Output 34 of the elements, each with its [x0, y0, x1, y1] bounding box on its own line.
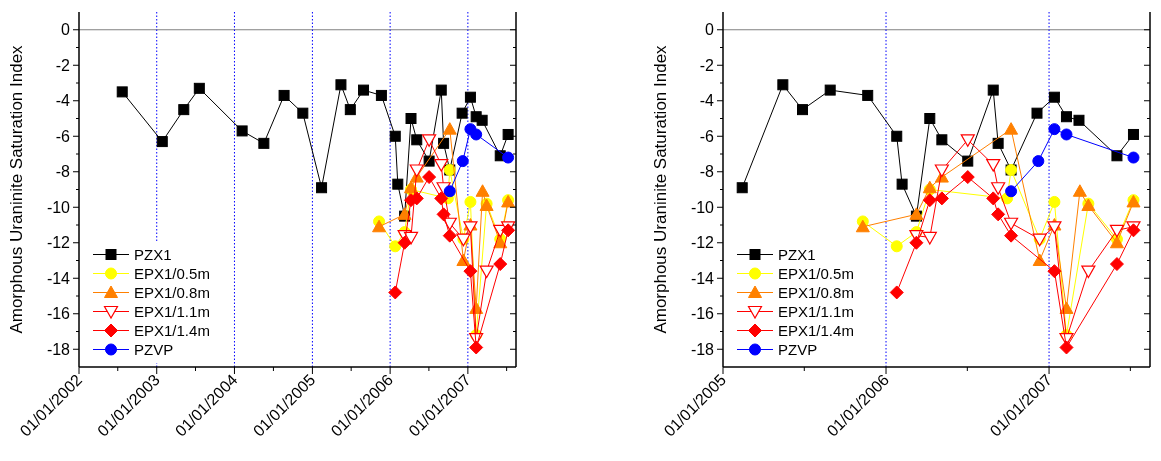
y-tick-label: -10	[46, 198, 71, 216]
legend-label: EPX1/1.4m	[134, 322, 210, 339]
legend-label: EPX1/0.8m	[134, 284, 210, 301]
y-tick-label: -6	[699, 127, 715, 145]
legend-label: PZVP	[778, 341, 818, 358]
y-tick-label: -2	[55, 56, 71, 74]
y-axis-title: Amorphous Uraninite Saturation Index	[7, 44, 26, 334]
y-tick-label: -18	[46, 340, 71, 358]
legend-label: EPX1/0.5m	[778, 265, 854, 282]
y-tick-label: -12	[46, 234, 71, 252]
y-tick-label: -8	[699, 163, 715, 181]
y-tick-label: -10	[690, 198, 715, 216]
y-axis-title: Amorphous Uraninite Saturation Index	[651, 44, 670, 334]
legend-label: PZX1	[778, 246, 816, 263]
y-tick-label: -4	[699, 92, 715, 110]
y-tick-label: -2	[699, 56, 715, 74]
y-tick-label: -4	[55, 92, 71, 110]
legend-label: EPX1/1.1m	[778, 303, 854, 320]
y-tick-label: -6	[55, 127, 71, 145]
legend-label: EPX1/0.8m	[778, 284, 854, 301]
y-tick-label: 0	[705, 21, 715, 39]
legend-label: EPX1/0.5m	[134, 265, 210, 282]
y-tick-label: -8	[55, 163, 71, 181]
y-tick-label: -14	[46, 269, 71, 287]
y-tick-label: -14	[690, 269, 715, 287]
legend-label: EPX1/1.4m	[778, 322, 854, 339]
y-tick-label: -18	[690, 340, 715, 358]
y-tick-label: -16	[46, 305, 71, 323]
y-tick-label: -16	[690, 305, 715, 323]
y-tick-label: -12	[690, 234, 715, 252]
legend-label: PZVP	[134, 341, 174, 358]
legend-label: EPX1/1.1m	[134, 303, 210, 320]
legend-label: PZX1	[134, 246, 172, 263]
y-tick-label: 0	[61, 21, 71, 39]
